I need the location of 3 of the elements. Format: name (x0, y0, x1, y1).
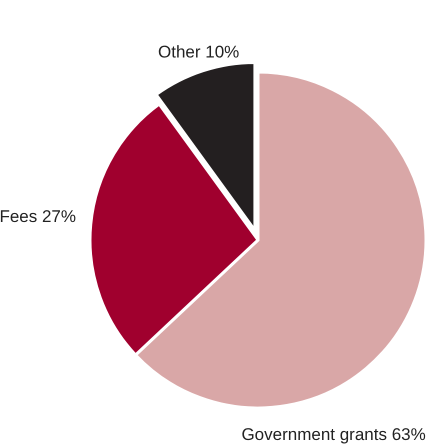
slice-label: Government grants 63% (241, 425, 426, 444)
slice-label: Other 10% (158, 42, 240, 62)
slice-label: Fees 27% (0, 206, 76, 226)
